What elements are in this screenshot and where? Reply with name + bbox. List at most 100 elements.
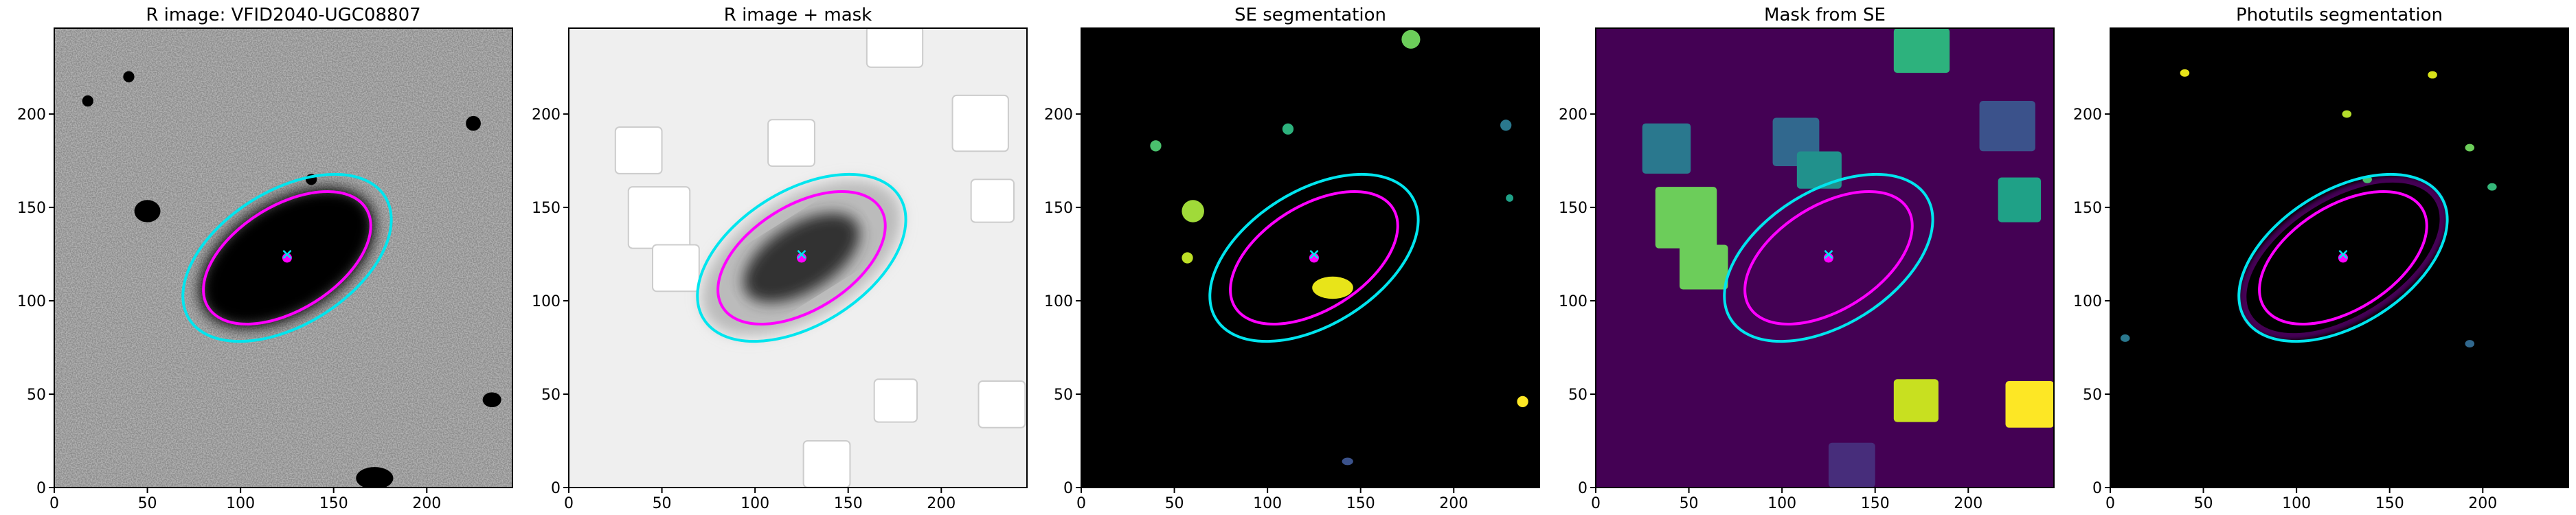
mask-region [2005, 380, 2054, 428]
y-tick-label: 150 [2073, 200, 2102, 217]
segment [2428, 71, 2437, 79]
mask-region [1655, 187, 1717, 249]
mask-region [1893, 379, 1939, 422]
y-tick-label: 50 [2083, 387, 2102, 404]
x-tick-label: 100 [1767, 495, 1796, 512]
isophote-ellipse [202, 190, 372, 325]
y-tick-label: 100 [2073, 293, 2102, 310]
isophote-ellipse [2258, 190, 2428, 325]
y-tick-label: 0 [1578, 480, 1588, 497]
x-tick-label: 150 [1861, 495, 1890, 512]
y-tick-label: 50 [541, 387, 561, 404]
center-marker [1309, 253, 1319, 263]
segment [2120, 334, 2130, 342]
star [356, 467, 394, 488]
isophote-ellipse [696, 172, 907, 343]
mask-box [767, 119, 815, 168]
y-tick-label: 150 [1044, 200, 1073, 217]
x-tick-label: 50 [653, 495, 672, 512]
x-tick-label: 0 [2105, 495, 2115, 512]
segment [1312, 276, 1353, 299]
image: × [54, 28, 512, 488]
x-tick-label: 0 [49, 495, 59, 512]
segment [1182, 200, 1204, 222]
x-tick-label: 200 [2468, 495, 2497, 512]
star [134, 200, 161, 222]
segment [2465, 144, 2475, 152]
mask-box [627, 186, 691, 249]
x-tick-label: 200 [1439, 495, 1468, 512]
y-tick-label: 150 [1559, 200, 1588, 217]
y-tick-label: 200 [2073, 106, 2102, 124]
x-tick-label: 0 [564, 495, 574, 512]
y-tick-label: 50 [27, 387, 46, 404]
y-tick-label: 200 [17, 106, 46, 124]
x-tick-label: 150 [1346, 495, 1375, 512]
segment [2342, 110, 2352, 118]
center-cross: × [281, 247, 293, 264]
x-tick-label: 200 [412, 495, 441, 512]
y-tick-label: 200 [1559, 106, 1588, 124]
star [482, 392, 501, 408]
x-tick-label: 200 [927, 495, 956, 512]
star [123, 71, 135, 82]
center-marker [1823, 253, 1833, 263]
isophote-ellipse [716, 190, 887, 325]
isophote-ellipse [2237, 172, 2449, 343]
panel-title: Photutils segmentation [2236, 5, 2443, 25]
mask-box [652, 244, 700, 293]
x-tick-label: 0 [1591, 495, 1601, 512]
panel: × 0 50 100 150 200 0 50 100 150 200 Mask from SE [1559, 5, 2055, 512]
mask-box [873, 378, 918, 423]
mask-box [614, 126, 663, 174]
center-marker [282, 253, 292, 263]
y-tick-label: 0 [551, 480, 561, 497]
y-tick-label: 200 [1044, 106, 1073, 124]
mask-region [1998, 177, 2042, 222]
star [466, 115, 481, 131]
segment [1401, 30, 1421, 49]
x-tick-label: 50 [1165, 495, 1184, 512]
y-tick-label: 100 [17, 293, 46, 310]
mask-box [978, 380, 1026, 428]
segment [2465, 340, 2475, 348]
x-tick-label: 50 [1680, 495, 1699, 512]
mask-region [1680, 244, 1728, 290]
isophote-ellipse [1723, 172, 1934, 343]
segment [1150, 140, 1162, 152]
x-tick-label: 100 [741, 495, 769, 512]
panel-title: Mask from SE [1764, 5, 1886, 25]
mask-region [1828, 442, 1875, 488]
x-tick-label: 0 [1076, 495, 1086, 512]
image: × [569, 28, 1027, 488]
x-tick-label: 50 [2194, 495, 2213, 512]
panel-title: R image + mask [724, 5, 872, 25]
panel: × 0 50 100 150 200 0 50 100 150 200 SE segmentation [1044, 5, 1540, 512]
mask-region [1979, 101, 2035, 152]
y-tick-label: 0 [36, 480, 46, 497]
y-tick-label: 50 [1568, 387, 1588, 404]
center-cross: × [795, 247, 808, 264]
segment [1517, 396, 1528, 408]
x-tick-label: 150 [834, 495, 863, 512]
axes-frame [1081, 27, 1540, 488]
isophote-ellipse [1208, 172, 1420, 343]
mask-box [866, 28, 924, 68]
segment [1282, 123, 1294, 135]
panel-title: SE segmentation [1234, 5, 1386, 25]
isophote-ellipse [1743, 190, 1914, 325]
mask-box [970, 179, 1015, 223]
panel-title: R image: VFID2040-UGC08807 [146, 5, 420, 25]
y-tick-label: 100 [1559, 293, 1588, 310]
isophote-ellipse [1229, 190, 1399, 325]
x-tick-label: 50 [138, 495, 157, 512]
x-tick-label: 100 [226, 495, 255, 512]
panel: × 0 50 100 150 200 0 50 100 150 200 R image + mask [532, 5, 1028, 512]
image: × [1596, 28, 2054, 488]
axes-frame [1595, 27, 2055, 488]
y-tick-label: 0 [1063, 480, 1073, 497]
center-marker [796, 253, 806, 263]
center-marker [2338, 253, 2348, 263]
